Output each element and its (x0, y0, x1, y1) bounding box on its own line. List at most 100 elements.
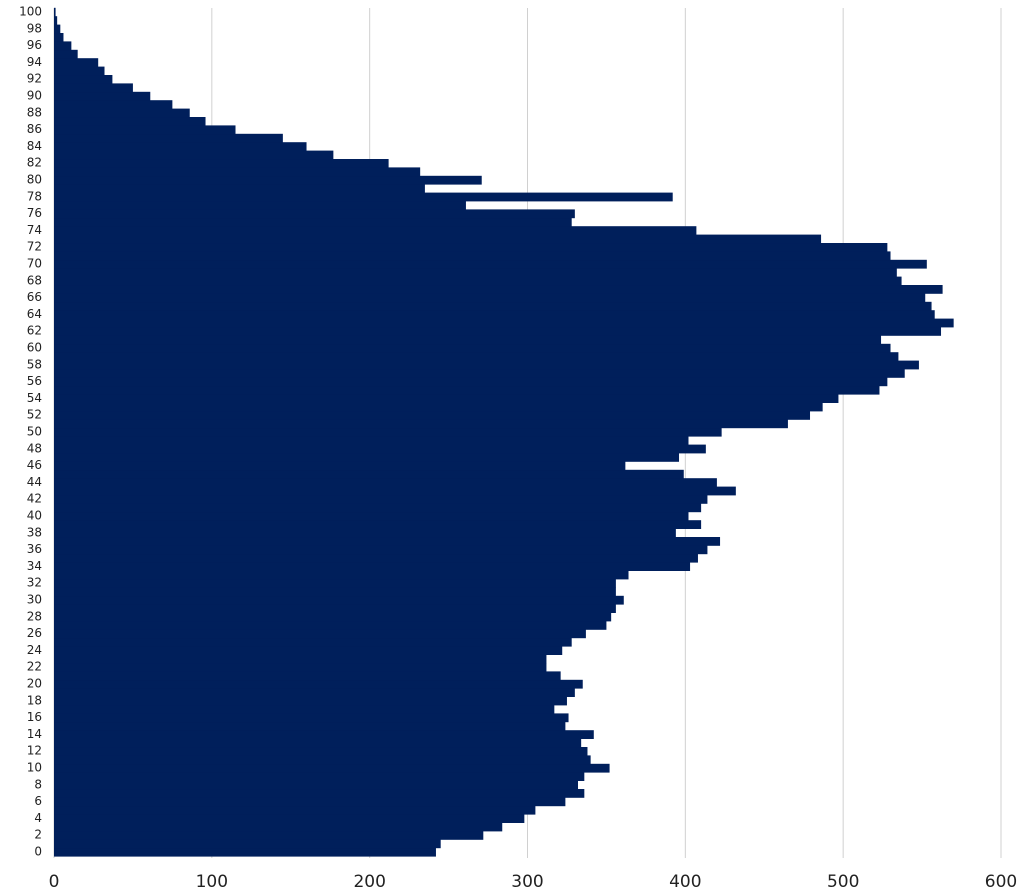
bar (54, 377, 888, 387)
bar (54, 436, 689, 445)
y-tick-label: 12 (27, 744, 42, 758)
bar (54, 24, 61, 34)
bar (54, 637, 572, 647)
y-tick-label: 36 (27, 542, 42, 556)
bar (54, 663, 547, 672)
bar (54, 847, 436, 857)
bar (54, 285, 943, 294)
bar (54, 91, 151, 101)
y-tick-label: 62 (27, 324, 42, 338)
y-tick-label: 98 (27, 21, 42, 35)
y-tick-label: 10 (27, 761, 42, 775)
bar (54, 713, 569, 723)
bar (54, 780, 579, 790)
bar (54, 276, 902, 286)
y-tick-label: 46 (27, 458, 42, 472)
bar (54, 537, 721, 546)
bar (54, 553, 698, 563)
bar (54, 646, 563, 655)
bar (54, 327, 942, 336)
y-tick-label: 14 (27, 727, 42, 741)
y-tick-label: 68 (27, 273, 42, 287)
bar (54, 251, 891, 261)
x-tick-label: 0 (49, 872, 60, 892)
bar (54, 621, 607, 630)
bar (54, 369, 905, 378)
y-tick-label: 4 (34, 811, 42, 825)
bar (54, 100, 173, 109)
bar (54, 167, 421, 177)
bar (54, 226, 697, 235)
y-tick-label: 66 (27, 290, 42, 304)
bar (54, 822, 503, 832)
bar (54, 318, 954, 328)
bar (54, 427, 722, 437)
y-tick-label: 0 (34, 845, 42, 859)
bar (54, 595, 624, 605)
x-tick-label: 300 (511, 872, 543, 892)
bar (54, 83, 133, 93)
bar (54, 679, 583, 689)
bar (54, 268, 897, 277)
y-tick-label: 82 (27, 156, 42, 170)
y-tick-label: 38 (27, 525, 42, 539)
bar (54, 629, 586, 639)
y-tick-label: 72 (27, 240, 42, 254)
bar (54, 705, 555, 714)
bar (54, 486, 736, 496)
bar (54, 133, 283, 143)
bar (54, 184, 425, 193)
bar (54, 117, 206, 126)
bar (54, 419, 788, 429)
y-tick-label: 26 (27, 626, 42, 640)
bar (54, 310, 935, 319)
bar (54, 763, 610, 773)
bar (54, 789, 585, 798)
y-tick-label: 34 (27, 559, 42, 573)
bar (54, 671, 561, 681)
bar (54, 570, 629, 580)
bar (54, 243, 888, 252)
bar (54, 33, 64, 42)
y-tick-label: 58 (27, 357, 42, 371)
y-tick-label: 86 (27, 122, 42, 136)
bar (54, 604, 616, 613)
bar (54, 360, 919, 370)
bar (54, 75, 113, 84)
x-tick-label: 500 (827, 872, 859, 892)
bar (54, 142, 307, 151)
bar (54, 562, 691, 571)
bar (54, 125, 236, 135)
bar (54, 747, 588, 756)
bar (54, 797, 566, 807)
x-tick-label: 200 (353, 872, 385, 892)
y-tick-label: 2 (34, 828, 42, 842)
bar (54, 495, 708, 504)
bar (54, 755, 591, 765)
y-tick-label: 30 (27, 593, 42, 607)
y-tick-label: 80 (27, 173, 42, 187)
bar (54, 209, 575, 219)
y-tick-label: 74 (27, 223, 42, 237)
bar (54, 503, 702, 513)
bar (54, 343, 891, 353)
bar (54, 217, 572, 227)
y-tick-label: 42 (27, 492, 42, 506)
bar (54, 385, 880, 395)
y-tick-label: 32 (27, 576, 42, 590)
y-tick-label: 28 (27, 609, 42, 623)
bar (54, 175, 482, 185)
bar (54, 772, 585, 781)
y-tick-label: 52 (27, 408, 42, 422)
y-tick-label: 90 (27, 89, 42, 103)
bar (54, 41, 72, 51)
bar (54, 159, 389, 168)
bar (54, 587, 616, 597)
y-tick-label: 6 (34, 794, 42, 808)
y-tick-label: 100 (19, 5, 42, 19)
bar (54, 478, 717, 487)
y-tick-label: 40 (27, 509, 42, 523)
y-tick-label: 8 (34, 777, 42, 791)
bar (54, 831, 484, 840)
y-tick-label: 22 (27, 660, 42, 674)
